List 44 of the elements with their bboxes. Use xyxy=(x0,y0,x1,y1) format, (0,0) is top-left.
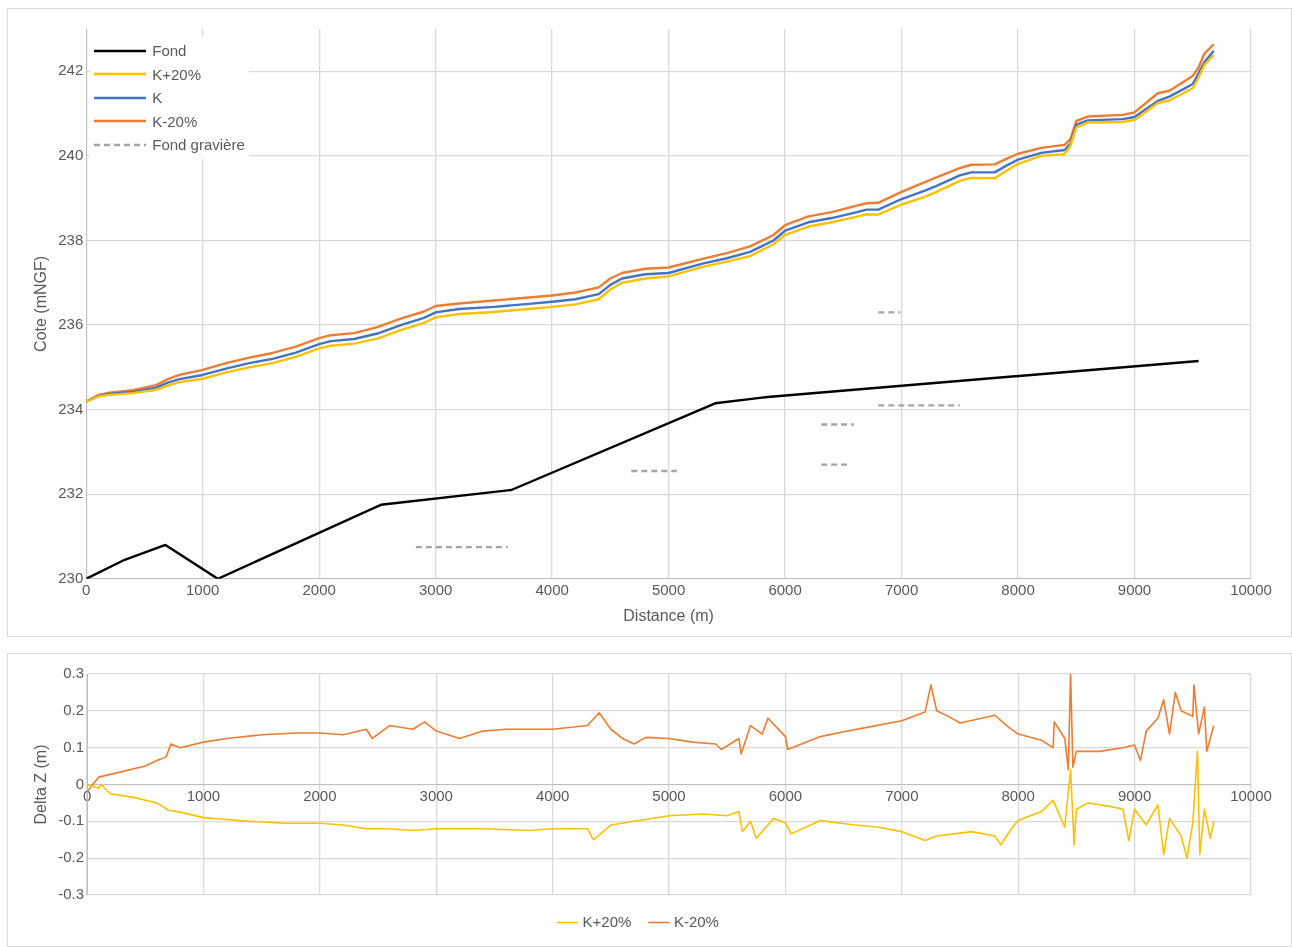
x-tick-label: 2000 xyxy=(302,580,336,598)
legend-label: Fond gravière xyxy=(152,136,245,154)
x-tick-label: 7000 xyxy=(884,580,919,598)
x-tick-label: 1000 xyxy=(186,580,220,598)
y-tick-label: 0 xyxy=(75,774,85,792)
x-tick-label: 8000 xyxy=(1001,786,1035,804)
legend-label: K+20% xyxy=(582,912,632,930)
y-tick-label: 242 xyxy=(58,61,84,79)
x-tick-label: 5000 xyxy=(651,580,686,598)
x-tick-label: 10000 xyxy=(1230,786,1272,804)
x-tick-label: 4000 xyxy=(535,786,570,804)
y-tick-label: 230 xyxy=(58,568,84,586)
legend-label: K-20% xyxy=(152,112,198,130)
x-tick-label: 8000 xyxy=(1001,580,1035,598)
y-tick-label: -0.1 xyxy=(58,811,85,829)
x-tick-label: 1000 xyxy=(186,786,221,804)
x-axis-title: Distance (m) xyxy=(623,606,714,624)
x-tick-label: 3000 xyxy=(419,786,453,804)
x-tick-label: 9000 xyxy=(1117,580,1152,598)
y-tick-label: -0.3 xyxy=(58,885,85,903)
x-tick-label: 2000 xyxy=(303,786,337,804)
y-tick-label: 238 xyxy=(58,230,84,248)
x-tick-label: 5000 xyxy=(652,786,686,804)
x-tick-label: 6000 xyxy=(768,786,803,804)
legend-label: K xyxy=(152,89,163,107)
x-tick-label: 9000 xyxy=(1117,786,1152,804)
y-tick-label: 240 xyxy=(58,146,84,164)
y-tick-label: 0.3 xyxy=(63,664,85,682)
legend-label: K-20% xyxy=(673,912,719,930)
y-tick-label: 0.1 xyxy=(63,737,85,755)
y-axis-title: Delta Z (m) xyxy=(32,744,50,825)
y-tick-label: 234 xyxy=(58,399,84,417)
y-tick-label: 0.2 xyxy=(63,700,85,718)
y-tick-label: 236 xyxy=(58,315,84,333)
x-tick-label: 7000 xyxy=(885,786,919,804)
x-tick-label: 6000 xyxy=(768,580,802,598)
x-tick-label: 10000 xyxy=(1230,580,1272,598)
legend-label: K+20% xyxy=(152,65,202,83)
y-tick-label: -0.2 xyxy=(58,848,85,866)
y-tick-label: 232 xyxy=(58,484,84,502)
x-tick-label: 4000 xyxy=(535,580,569,598)
y-axis-title: Cote (mNGF) xyxy=(32,255,50,352)
x-tick-label: 3000 xyxy=(418,580,453,598)
legend-label: Fond xyxy=(152,42,187,60)
